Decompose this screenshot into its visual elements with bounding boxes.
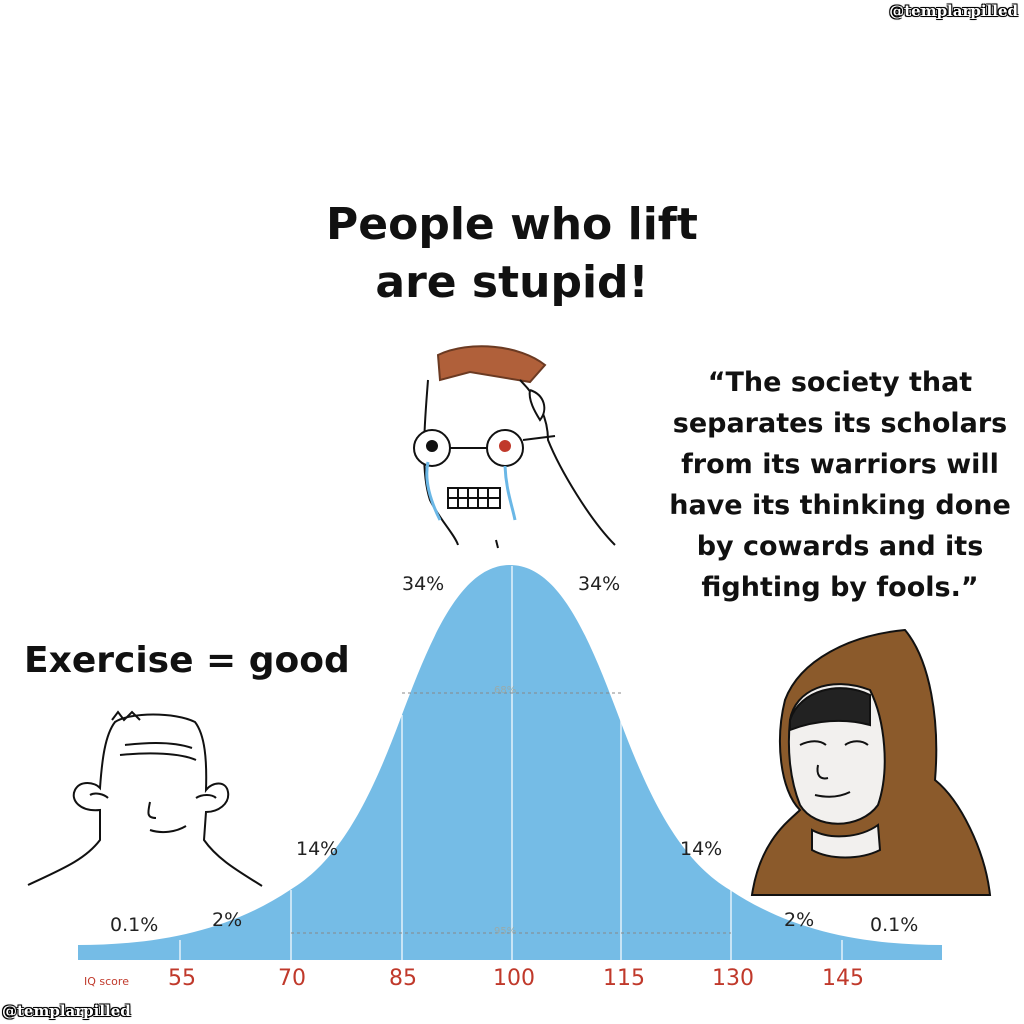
middle-caption-line-2: are stupid! — [375, 257, 649, 308]
left-wojak — [27, 710, 263, 887]
quote-line-5: by cowards and its — [696, 531, 984, 562]
middle-caption: People who lift are stupid! — [0, 196, 1024, 312]
watermark-bottom: @templarpilled — [2, 1002, 131, 1020]
percent-right-34: 34% — [578, 573, 621, 595]
middle-wojak — [413, 345, 616, 549]
iq-tick-100: 100 — [493, 966, 535, 991]
iq-tick-115: 115 — [603, 966, 645, 991]
quote-line-6: fighting by fools.” — [701, 572, 979, 603]
tears — [425, 461, 517, 521]
iq-tick-85: 85 — [389, 966, 417, 991]
quote-line-4: have its thinking done — [669, 490, 1011, 521]
percent-left-tail: 0.1% — [110, 914, 159, 936]
middle-caption-line-1: People who lift — [326, 199, 698, 250]
iq-tick-145: 145 — [822, 966, 864, 991]
percent-left-2: 2% — [212, 909, 243, 931]
percent-left-34: 34% — [402, 573, 445, 595]
percent-left-14: 14% — [296, 838, 339, 860]
percent-right-tail: 0.1% — [870, 914, 919, 936]
percent-right-14: 14% — [680, 838, 723, 860]
iq-tick-70: 70 — [278, 966, 306, 991]
quote-line-2: separates its scholars — [672, 408, 1008, 439]
bell-curve — [78, 565, 942, 960]
right-caption-quote: “The society that separates its scholars… — [668, 362, 1012, 608]
watermark-top: @templarpilled — [889, 2, 1018, 20]
sigma-lines — [179, 566, 843, 960]
left-caption: Exercise = good — [24, 640, 350, 681]
iq-tick-55: 55 — [168, 966, 196, 991]
quote-line-3: from its warriors will — [681, 449, 999, 480]
band-68-label: 68% — [494, 685, 517, 696]
band-95-label: 95% — [494, 926, 517, 937]
percent-right-2: 2% — [784, 909, 815, 931]
quote-line-1: “The society that — [707, 367, 973, 398]
right-hooded-figure — [750, 628, 992, 896]
iq-axis-label: IQ score — [84, 975, 129, 988]
iq-tick-130: 130 — [712, 966, 754, 991]
